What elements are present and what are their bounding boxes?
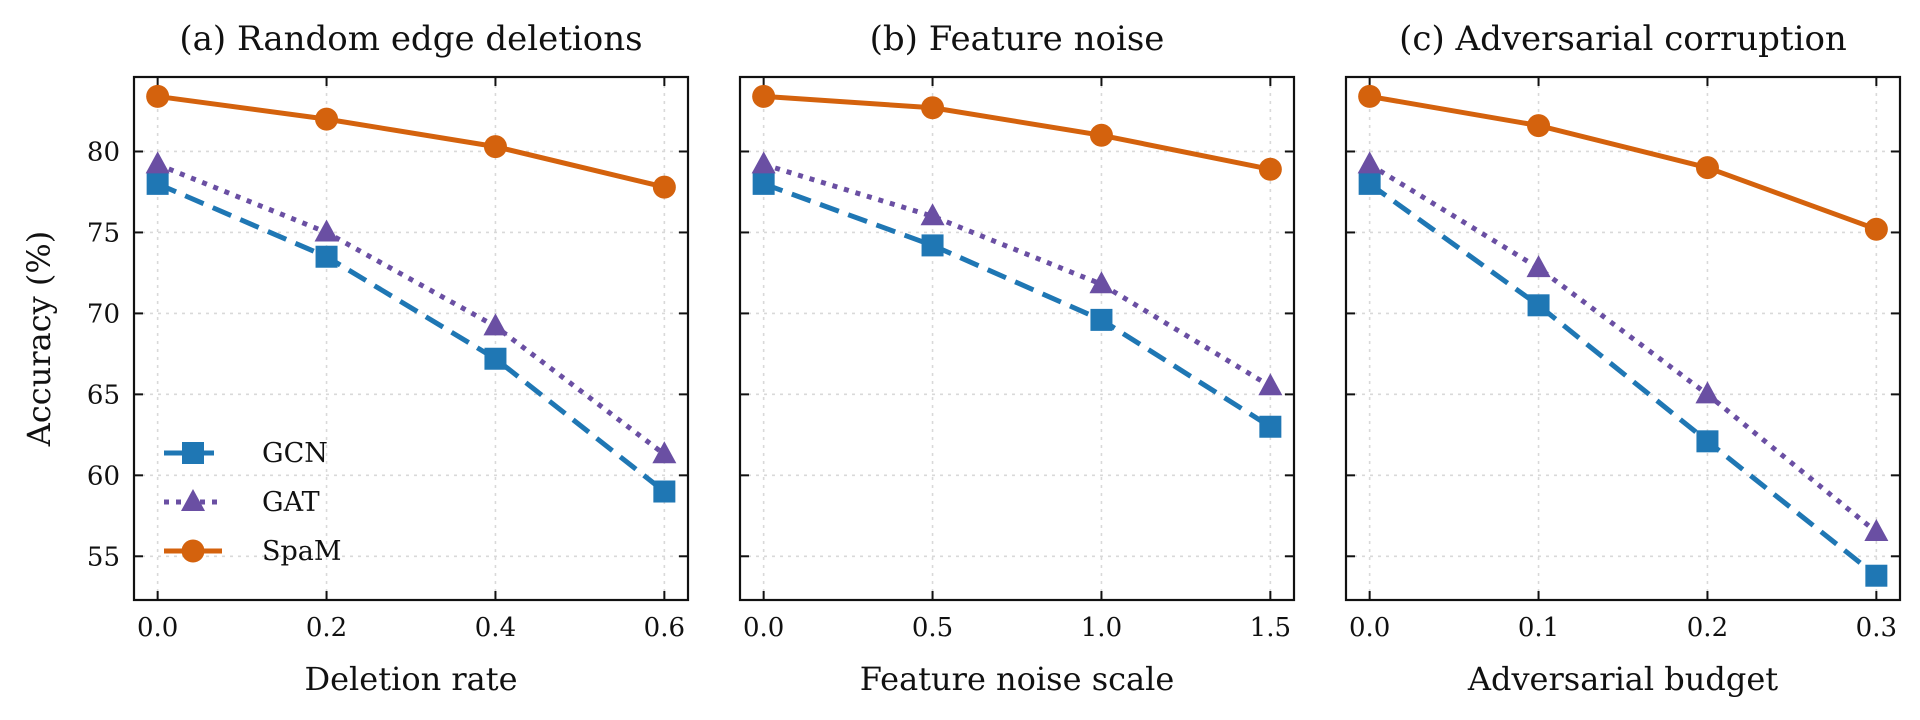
x-tick-label: 0.2 <box>1687 613 1728 643</box>
legend: GCN GAT SpaM <box>164 438 342 567</box>
series-gcn <box>1358 172 1888 587</box>
data-point <box>1258 373 1283 396</box>
data-point <box>314 219 339 242</box>
x-tick-label: 0.0 <box>1349 613 1390 643</box>
series-spam <box>146 84 676 199</box>
legend-label: GAT <box>262 487 320 518</box>
data-point <box>1696 430 1719 453</box>
data-point <box>146 172 169 195</box>
data-point <box>146 84 170 108</box>
x-tick-label: 0.2 <box>306 613 347 643</box>
axes-frame <box>738 75 1296 602</box>
x-tick-label: 1.0 <box>1081 613 1122 643</box>
data-point <box>751 151 776 174</box>
panel-1: 0.0 0.2 0.4 0.6 55 60 65 70 75 80 (a) Random edge … <box>20 19 690 698</box>
data-point <box>652 175 676 199</box>
data-point <box>920 203 945 226</box>
series-spam <box>752 84 1282 181</box>
series-line <box>1369 93 1878 232</box>
y-tick-label: 75 <box>87 218 120 248</box>
data-point <box>1695 381 1720 404</box>
panel-3: 0.0 0.1 0.2 0.3 (c) Adversarial corruption Ad… <box>1344 19 1902 698</box>
legend-label: SpaM <box>262 536 342 567</box>
panel-title: (c) Adversarial corruption <box>1399 19 1847 59</box>
series-line <box>157 93 665 190</box>
y-tick-label: 70 <box>87 299 120 329</box>
legend-entry-gat: GAT <box>164 487 320 518</box>
series-gat <box>1357 151 1889 541</box>
data-point <box>752 172 775 195</box>
data-point <box>483 313 508 336</box>
y-tick-label: 55 <box>87 542 120 572</box>
data-point <box>1527 114 1551 138</box>
x-tick-label: 1.5 <box>1250 613 1291 643</box>
series-line <box>156 162 666 457</box>
data-point <box>315 107 339 131</box>
panel-title: (a) Random edge deletions <box>179 19 642 59</box>
legend-marker <box>181 539 205 563</box>
series-line <box>762 162 1272 389</box>
data-point <box>483 135 507 159</box>
series-line <box>156 181 666 494</box>
data-point <box>1864 217 1888 241</box>
x-axis-label: Deletion rate <box>304 660 517 698</box>
y-tick-label: 60 <box>87 461 120 491</box>
series-line <box>762 181 1272 429</box>
panel-title: (b) Feature noise <box>870 19 1165 59</box>
x-tick-label: 0.4 <box>475 613 516 643</box>
series-gat <box>145 151 677 464</box>
legend-entry-gcn: GCN <box>164 438 328 469</box>
data-point <box>1358 84 1382 108</box>
x-tick-label: 0.0 <box>137 613 178 643</box>
series-line <box>1368 162 1878 534</box>
data-point <box>1259 415 1282 438</box>
x-tick-label: 0.6 <box>644 613 685 643</box>
data-point <box>1865 564 1888 587</box>
x-tick-label: 0.1 <box>1518 613 1559 643</box>
panel-2: 0.0 0.5 1.0 1.5 (b) Feature noise Feature noi… <box>738 19 1296 698</box>
data-point <box>921 234 944 257</box>
x-tick-label: 0.5 <box>912 613 953 643</box>
data-point <box>1357 151 1382 174</box>
axes-frame <box>132 75 690 602</box>
x-tick-label: 0.0 <box>743 613 784 643</box>
series-spam <box>1358 84 1888 241</box>
data-point <box>1527 294 1550 317</box>
axes-frame <box>1344 75 1902 602</box>
data-point <box>1090 308 1113 331</box>
data-point <box>652 441 677 464</box>
series-line <box>1368 181 1878 578</box>
data-point <box>653 480 676 503</box>
x-axis-label: Adversarial budget <box>1467 660 1778 698</box>
data-point <box>752 84 776 108</box>
data-point <box>1358 172 1381 195</box>
data-point <box>1526 255 1551 278</box>
data-point <box>145 151 170 174</box>
y-axis-label: Accuracy (%) <box>20 231 58 447</box>
legend-marker <box>181 489 205 511</box>
data-point <box>1089 123 1113 147</box>
series-line <box>763 93 1271 172</box>
legend-label: GCN <box>262 438 328 469</box>
series-gat <box>751 151 1283 396</box>
data-point <box>921 96 945 120</box>
x-tick-label: 0.3 <box>1856 613 1897 643</box>
data-point <box>1695 156 1719 180</box>
y-tick-label: 80 <box>87 137 120 167</box>
data-point <box>1864 518 1889 541</box>
data-point <box>1089 271 1114 294</box>
legend-entry-spam: SpaM <box>164 536 342 567</box>
data-point <box>315 245 338 268</box>
y-tick-label: 65 <box>87 380 120 410</box>
data-point <box>484 347 507 370</box>
x-axis-label: Feature noise scale <box>860 660 1175 698</box>
data-point <box>1258 157 1282 181</box>
series-gcn <box>752 172 1282 438</box>
legend-marker <box>182 442 204 464</box>
series-gcn <box>146 172 676 503</box>
